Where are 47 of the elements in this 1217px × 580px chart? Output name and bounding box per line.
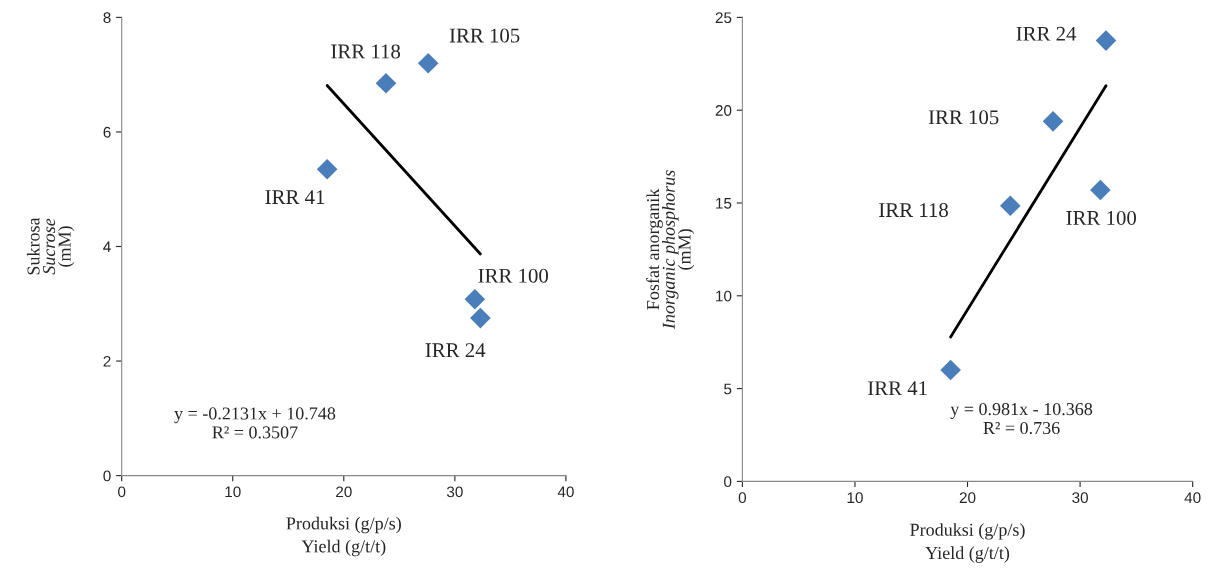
y-tick-label: 10 — [716, 290, 732, 302]
point — [999, 195, 1021, 217]
x-tick-label: 0 — [118, 486, 126, 498]
x-tick-label: 10 — [847, 492, 863, 504]
y-tick-label: 2 — [103, 355, 111, 367]
y-axis-title: Sukrosa Sucrose (mM) — [26, 217, 75, 275]
annotation: IRR 24 — [1016, 26, 1077, 41]
y-tick-label: 20 — [715, 105, 732, 116]
point — [1095, 30, 1117, 51]
y-tick-label: 25 — [715, 12, 732, 24]
annotation: IRR 100 — [478, 268, 549, 283]
y-tick-label: 0 — [724, 476, 732, 488]
x-axis-title: Produksi (g/p/s) Yield (g/t/t) — [286, 516, 401, 557]
point — [464, 288, 486, 310]
point — [417, 52, 439, 74]
annotation: IRR 118 — [879, 203, 948, 218]
annotation: IRR 105 — [928, 110, 999, 125]
point — [470, 307, 491, 329]
annotation: y = 0.981x - 10.368 R² = 0.736 — [950, 402, 1093, 435]
y-tick-label: 8 — [103, 12, 111, 24]
annotation: IRR 24 — [425, 343, 486, 357]
y-tick-label: 5 — [724, 383, 732, 395]
x-tick-label: 30 — [1072, 492, 1088, 504]
point — [1090, 179, 1111, 201]
y-tick-label: 6 — [103, 126, 111, 138]
annotation: IRR 118 — [331, 44, 401, 59]
x-tick-label: 20 — [336, 486, 352, 498]
annotation: IRR 41 — [868, 381, 927, 396]
point — [375, 72, 397, 94]
x-tick-label: 20 — [959, 492, 976, 504]
y-tick-label: 4 — [103, 241, 111, 253]
x-axis-title: Produksi (g/p/s) Yield (g/t/t) — [910, 523, 1025, 563]
annotation: y = -0.2131x + 10.748 R² = 0.3507 — [174, 407, 336, 439]
point — [316, 158, 338, 180]
x-tick-label: 30 — [446, 486, 463, 498]
x-tick-label: 40 — [557, 486, 574, 498]
annotation: IRR 41 — [265, 190, 325, 204]
x-tick-label: 10 — [225, 486, 241, 498]
x-tick-label: 40 — [1184, 492, 1201, 504]
x-tick-label: 0 — [738, 492, 747, 504]
y-tick-label: 15 — [716, 198, 732, 209]
y-tick-label: 0 — [103, 470, 111, 482]
point — [940, 359, 961, 381]
point — [1042, 111, 1064, 132]
annotation: IRR 105 — [449, 28, 520, 43]
y-axis-title: Fosfat anorganik Inorganic phosphorus (mM) — [646, 170, 695, 330]
annotation: IRR 100 — [1066, 210, 1137, 225]
